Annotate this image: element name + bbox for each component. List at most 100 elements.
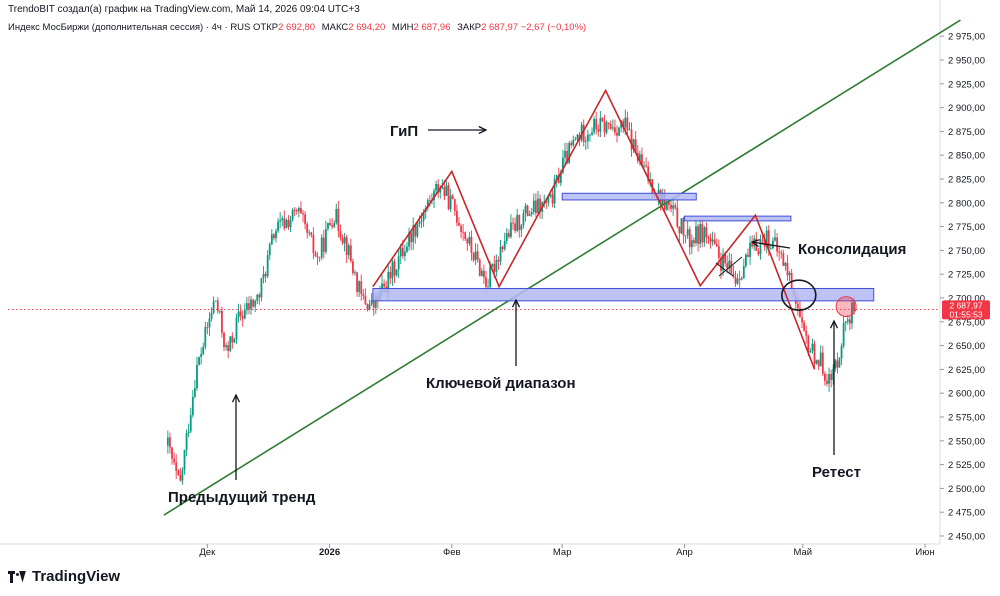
candle-body bbox=[591, 132, 593, 135]
candle-body bbox=[728, 260, 731, 269]
candle-body bbox=[501, 246, 504, 250]
key-range-arrow-head bbox=[511, 298, 521, 308]
candle-body bbox=[166, 437, 169, 446]
candle-body bbox=[453, 199, 456, 211]
candle-body bbox=[614, 127, 616, 133]
candle-body bbox=[476, 251, 479, 260]
candle-body bbox=[289, 219, 292, 228]
candle-body bbox=[221, 310, 223, 333]
candle-body bbox=[212, 301, 215, 313]
open-label: ОТКР bbox=[253, 22, 279, 33]
y-tick-label: 2 925,00 bbox=[948, 79, 985, 90]
candle-body bbox=[472, 252, 475, 261]
candle-body bbox=[208, 318, 211, 328]
candle-body bbox=[437, 184, 440, 193]
candle-body bbox=[751, 242, 754, 247]
candle-body bbox=[772, 240, 774, 249]
candle-body bbox=[778, 251, 781, 253]
candle-body bbox=[821, 352, 824, 374]
candle-body bbox=[356, 272, 358, 292]
last-price-tag bbox=[942, 300, 990, 320]
candle-body bbox=[416, 224, 419, 237]
candle-body bbox=[466, 238, 469, 244]
candle-body bbox=[572, 139, 575, 146]
candle-body bbox=[225, 345, 227, 348]
candle-body bbox=[732, 273, 735, 278]
candle-body bbox=[663, 193, 666, 210]
candle-body bbox=[275, 231, 277, 239]
candle-body bbox=[807, 335, 810, 353]
candle-body bbox=[464, 232, 467, 239]
candle-body bbox=[607, 122, 610, 125]
candle-body bbox=[324, 228, 327, 252]
candle-body bbox=[811, 343, 814, 351]
candle-body bbox=[701, 224, 704, 243]
candle-body bbox=[686, 229, 689, 236]
candle-body bbox=[322, 237, 325, 252]
candle-body bbox=[584, 141, 587, 142]
candle-body bbox=[624, 117, 627, 128]
candle-body bbox=[611, 127, 614, 129]
candle-body bbox=[715, 243, 718, 247]
candle-body bbox=[582, 124, 585, 142]
candle-body bbox=[362, 294, 365, 296]
candle-body bbox=[381, 283, 383, 293]
candle-body bbox=[765, 230, 768, 247]
candle-body bbox=[599, 117, 602, 132]
candle-body bbox=[819, 352, 822, 367]
candle-body bbox=[308, 232, 311, 234]
candle-body bbox=[312, 235, 315, 253]
candle-body bbox=[638, 154, 641, 161]
candle-body bbox=[360, 281, 363, 295]
tradingview-icon bbox=[8, 570, 26, 583]
candle-body bbox=[699, 224, 702, 244]
candle-body bbox=[717, 246, 720, 259]
high-value: 2 694,20 bbox=[348, 22, 386, 33]
candle-body bbox=[358, 281, 361, 292]
candle-body bbox=[518, 215, 521, 231]
open-value: 2 692,80 bbox=[278, 22, 316, 33]
candle-body bbox=[709, 238, 712, 242]
candle-body bbox=[412, 225, 415, 243]
candle-body bbox=[674, 205, 677, 208]
candle-body bbox=[196, 364, 198, 389]
candle-body bbox=[497, 259, 500, 262]
candle-body bbox=[229, 336, 232, 351]
candle-body bbox=[279, 220, 282, 222]
candle-body bbox=[169, 437, 171, 448]
y-tick-label: 2 600,00 bbox=[948, 389, 985, 400]
candle-body bbox=[796, 303, 799, 309]
candle-body bbox=[628, 129, 631, 131]
candle-body bbox=[553, 179, 556, 204]
candle-body bbox=[495, 259, 498, 272]
candle-body bbox=[352, 261, 354, 274]
candle-body bbox=[339, 230, 342, 239]
candle-body bbox=[489, 266, 492, 287]
y-tick-label: 2 875,00 bbox=[948, 127, 985, 138]
candle-body bbox=[478, 259, 481, 276]
candle-body bbox=[366, 303, 369, 310]
candle-body bbox=[616, 132, 618, 136]
x-tick-label: Июн bbox=[915, 547, 934, 558]
candle-body bbox=[618, 127, 620, 136]
candle-body bbox=[458, 222, 460, 226]
candle-body bbox=[844, 321, 847, 323]
y-tick-label: 2 625,00 bbox=[948, 365, 985, 376]
candle-body bbox=[264, 273, 267, 277]
candle-body bbox=[204, 326, 207, 347]
candle-body bbox=[848, 319, 851, 324]
candle-body bbox=[576, 134, 579, 140]
candle-body bbox=[726, 263, 729, 269]
candle-body bbox=[817, 360, 820, 367]
candle-body bbox=[851, 302, 853, 324]
candle-body bbox=[668, 202, 670, 205]
candle-body bbox=[493, 264, 496, 272]
candle-body bbox=[672, 205, 675, 209]
candle-body bbox=[514, 223, 517, 231]
candle-body bbox=[422, 212, 425, 221]
candle-body bbox=[824, 373, 826, 381]
candle-body bbox=[593, 119, 596, 133]
candle-body bbox=[634, 139, 637, 153]
x-tick-label: Дек bbox=[199, 547, 216, 558]
